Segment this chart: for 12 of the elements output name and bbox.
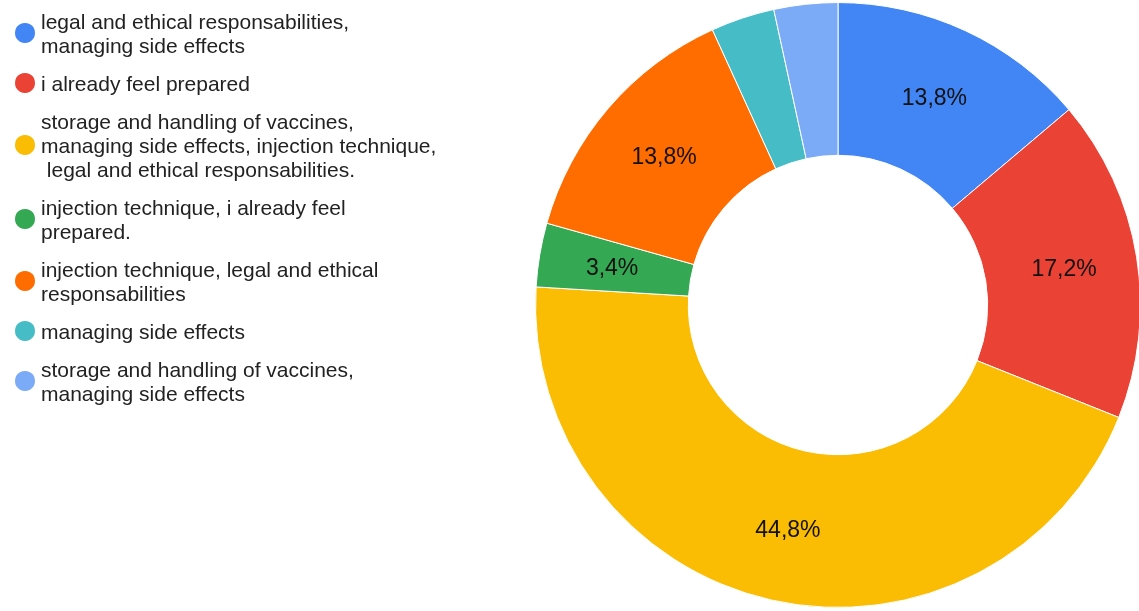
legend-label: legal and ethical responsabilities, managing side effects [41, 9, 356, 57]
legend-label: storage and handling of vaccines, managing side effects, injection technique, legal and ethical responsabilities. [41, 109, 437, 181]
legend-label: storage and handling of vaccines, managing side effects [41, 357, 360, 405]
data-label: 44,8% [755, 515, 821, 542]
data-label: 13,8% [631, 142, 697, 169]
legend-label: managing side effects [41, 319, 245, 343]
data-label: 17,2% [1031, 255, 1097, 282]
data-label: 13,8% [901, 84, 968, 111]
legend-label: injection technique, legal and ethical responsabilities [41, 257, 385, 305]
data-label: 3,4% [585, 253, 639, 280]
legend-label: i already feel prepared [41, 71, 250, 95]
legend-label: injection technique, i already feel prepared. [41, 195, 352, 243]
